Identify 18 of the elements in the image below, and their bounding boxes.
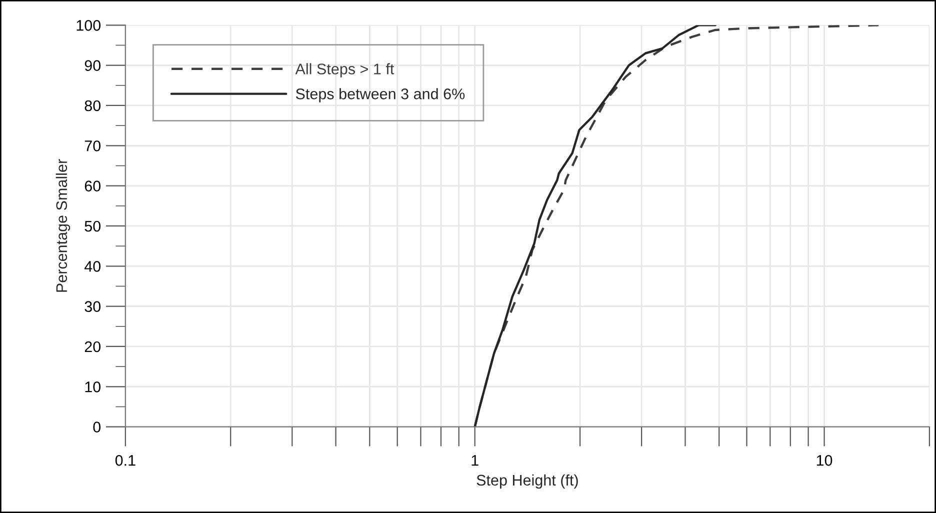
- y-tick-label: 50: [84, 220, 101, 232]
- y-tick-label: 30: [84, 301, 101, 312]
- y-tick-label: 0: [93, 422, 101, 432]
- y-tick-label: 10: [85, 382, 101, 392]
- x-tick-label: 10: [816, 454, 832, 466]
- y-tick-label: 90: [84, 60, 101, 71]
- text: All Steps > 1 ft: [295, 63, 394, 78]
- y-tick-label: 40: [84, 261, 101, 272]
- y-tick-label: 70: [84, 140, 101, 152]
- x-tick-label: 0.1: [115, 454, 136, 466]
- y-tick-label: 80: [84, 100, 101, 112]
- y-axis-title: Percentage Smaller: [56, 159, 70, 292]
- x-axis-title: Step Height (ft): [476, 474, 578, 489]
- x-tick-label: 1: [472, 455, 478, 466]
- y-tick-label: 100: [76, 20, 101, 31]
- y-tick-label: 60: [84, 180, 101, 192]
- text: Steps between 3 and 6%: [296, 88, 465, 102]
- y-tick-label: 20: [84, 341, 101, 352]
